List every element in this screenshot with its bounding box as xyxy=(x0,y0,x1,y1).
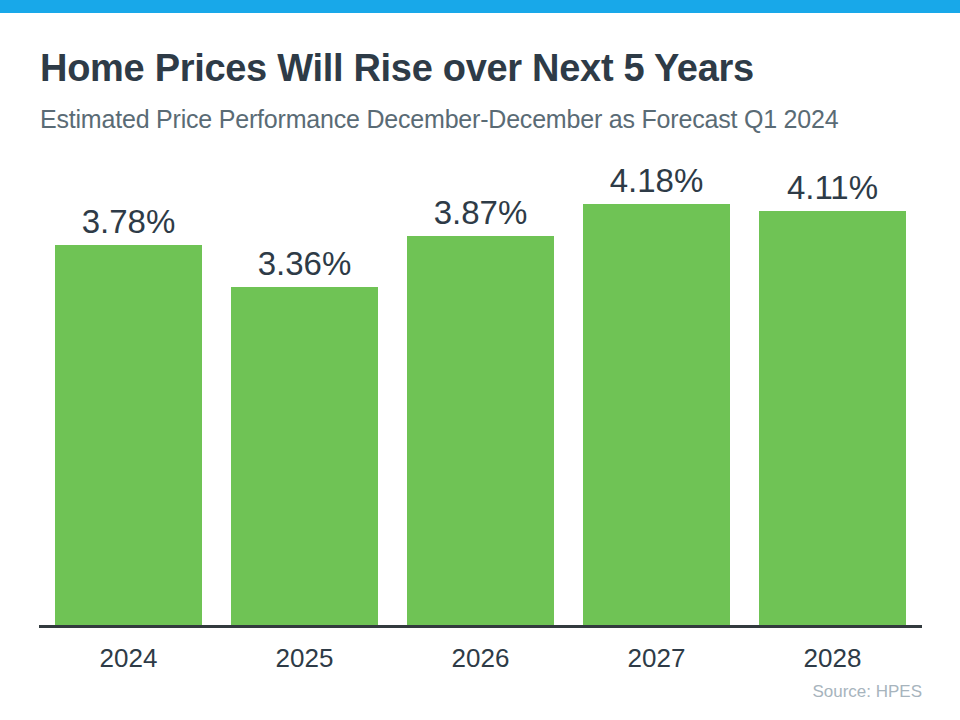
chart-plot-area: 3.78% 3.36% 3.87% 4.18% 4.11% xyxy=(39,160,922,628)
chart-header: Home Prices Will Rise over Next 5 Years … xyxy=(0,47,960,133)
bar-value-label: 4.18% xyxy=(610,162,704,200)
bar-column-2026: 3.87% xyxy=(407,194,554,625)
page-subtitle: Estimated Price Performance December-Dec… xyxy=(40,105,960,134)
bar-chart: 3.78%3.36%3.87%4.18%4.11% 20242025202620… xyxy=(39,160,922,673)
bar-column-2027: 4.18% xyxy=(583,162,730,625)
bar-2028 xyxy=(759,211,906,625)
source-note: Source: HPES xyxy=(812,682,922,702)
page-title: Home Prices Will Rise over Next 5 Years xyxy=(40,47,960,90)
x-axis-label-2027: 2027 xyxy=(583,643,730,673)
bar-value-label: 3.36% xyxy=(258,245,352,283)
x-axis-label-2024: 2024 xyxy=(55,643,202,673)
bar-value-label: 3.78% xyxy=(82,203,176,241)
bar-column-2028: 4.11% xyxy=(759,169,906,625)
bar-value-label: 3.87% xyxy=(434,194,528,232)
x-axis-label-2026: 2026 xyxy=(407,643,554,673)
bar-column-2025: 3.36% xyxy=(231,245,378,625)
bar-2027 xyxy=(583,204,730,625)
x-axis-label-2028: 2028 xyxy=(759,643,906,673)
bar-value-label: 4.11% xyxy=(787,169,878,207)
x-axis-label-2025: 2025 xyxy=(231,643,378,673)
chart-x-axis-labels: 2024 2025 2026 2027 2028 xyxy=(39,643,922,673)
bar-column-2024: 3.78% xyxy=(55,203,202,625)
brand-top-bar xyxy=(0,0,960,13)
bar-2026 xyxy=(407,236,554,625)
bar-2024 xyxy=(55,245,202,625)
bar-2025 xyxy=(231,287,378,625)
